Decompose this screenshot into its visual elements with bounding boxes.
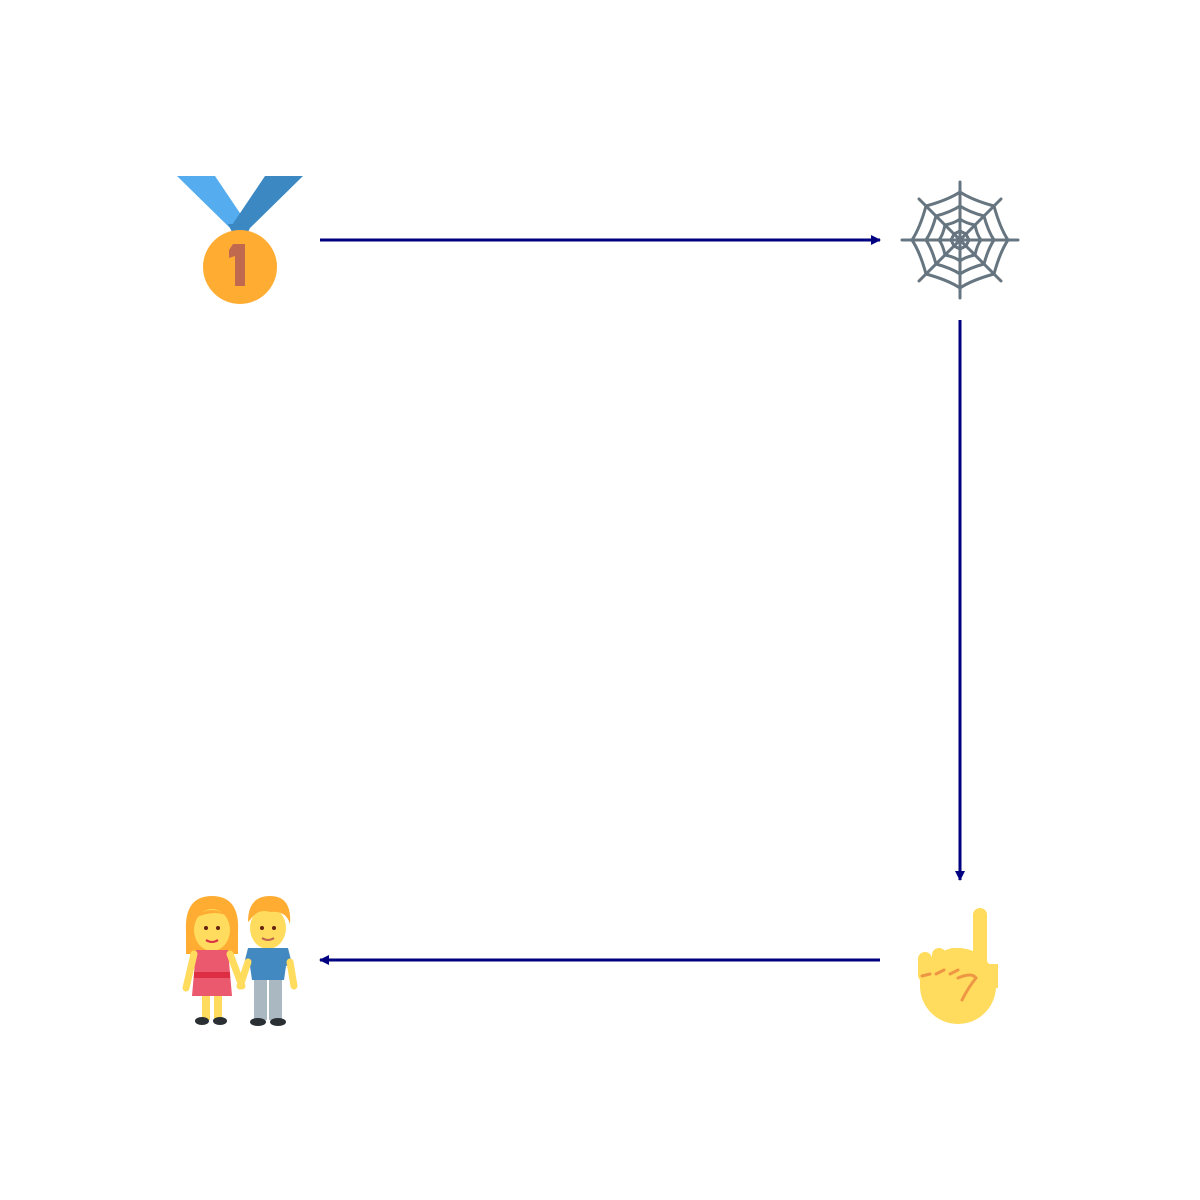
spider-web-icon (900, 180, 1020, 300)
man-figure (236, 896, 298, 1026)
couple-holding-hands-icon (182, 896, 298, 1026)
edges (319, 235, 965, 965)
woman-figure (182, 896, 246, 1025)
index-pointing-up-icon (918, 908, 998, 1024)
first-place-medal-icon (177, 176, 303, 304)
